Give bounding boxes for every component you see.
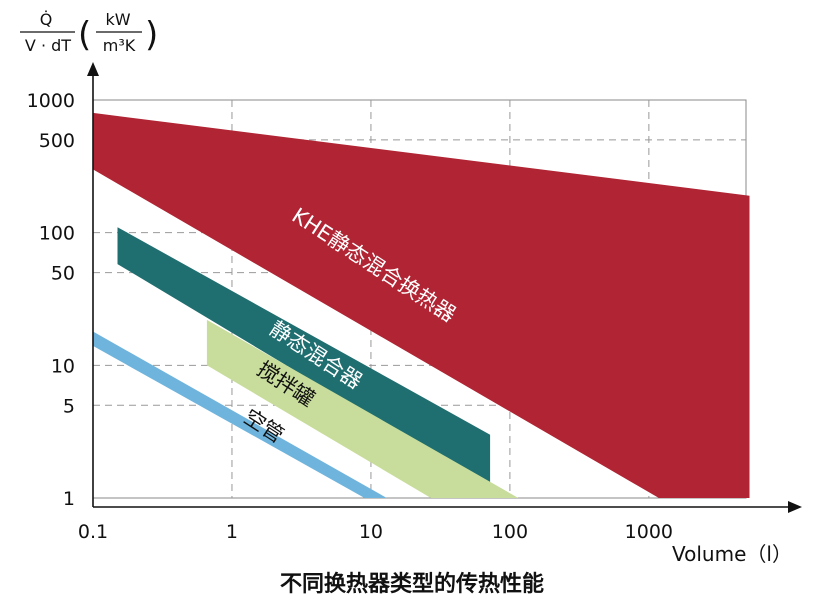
y-tick-label: 100 <box>39 223 75 245</box>
y-tick-label: 1000 <box>27 90 75 112</box>
x-tick-label: 1 <box>226 521 238 543</box>
y-tick-labels: 1 5 10 50 100 500 1000 <box>27 90 75 510</box>
x-axis-label: Volume（l） <box>672 542 792 566</box>
x-tick-label: 1000 <box>625 521 673 543</box>
y-tick-label: 10 <box>51 355 75 377</box>
series-area-1 <box>117 227 491 488</box>
series-area-0 <box>93 112 750 499</box>
y-label-denominator: V · dT <box>25 36 71 55</box>
y-tick-label: 500 <box>39 130 75 152</box>
y-axis-arrow-icon <box>87 62 99 76</box>
x-tick-label: 100 <box>492 521 528 543</box>
x-tick-label: 10 <box>359 521 383 543</box>
axes <box>87 62 802 513</box>
y-tick-label: 5 <box>63 395 75 417</box>
y-label-unit-numerator: kW <box>105 10 130 29</box>
y-tick-label: 50 <box>51 263 75 285</box>
series-area-2 <box>206 319 519 498</box>
y-label-close-paren: ) <box>145 15 158 55</box>
y-tick-label: 1 <box>63 488 75 510</box>
y-label-unit-denominator: m³K <box>103 36 136 55</box>
data-areas <box>93 112 750 499</box>
chart-caption: 不同换热器类型的传热性能 <box>279 572 544 597</box>
y-axis-label: Q̇ V · dT ( kW m³K ) <box>20 10 158 55</box>
y-label-open-paren: ( <box>78 15 91 55</box>
x-tick-label: 0.1 <box>78 521 108 543</box>
x-tick-labels: 0.1 1 10 100 1000 <box>78 521 673 543</box>
x-axis-arrow-icon <box>788 501 802 513</box>
series-area-3 <box>93 331 387 498</box>
y-label-numerator: Q̇ <box>40 10 53 29</box>
